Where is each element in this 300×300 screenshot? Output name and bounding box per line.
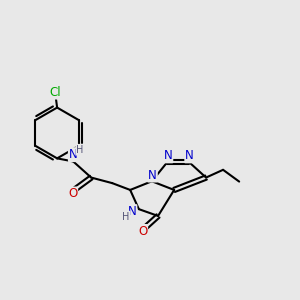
Text: O: O	[138, 225, 147, 238]
Text: N: N	[164, 149, 172, 162]
Text: N: N	[148, 169, 157, 182]
Text: N: N	[128, 205, 136, 218]
Text: N: N	[185, 149, 194, 162]
Text: Cl: Cl	[50, 85, 62, 99]
Text: N: N	[69, 148, 78, 161]
Text: H: H	[76, 145, 84, 155]
Text: H: H	[122, 212, 130, 222]
Text: O: O	[68, 188, 77, 200]
